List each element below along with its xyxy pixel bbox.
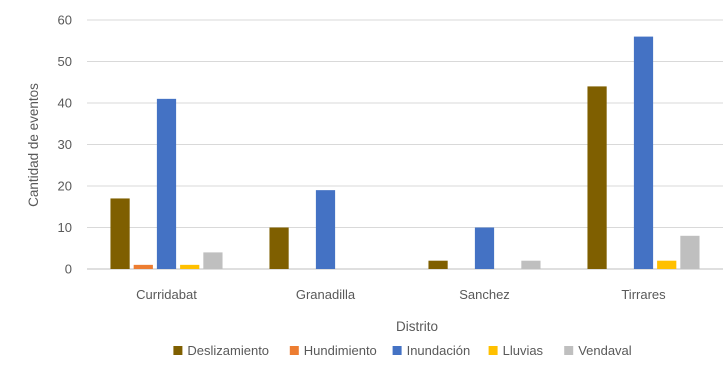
bar-inundación-tirrares — [633, 36, 654, 269]
legend-item: Vendaval — [564, 343, 632, 358]
legend-item: Deslizamiento — [173, 343, 269, 358]
legend-swatch — [392, 346, 402, 355]
legend-item: Inundación — [392, 343, 471, 358]
bar-vendaval-curridabat — [203, 252, 223, 269]
legend-item: Lluvias — [488, 343, 544, 358]
legend-swatch — [289, 346, 299, 355]
legend-label: Inundación — [407, 343, 471, 358]
bar-inundación-curridabat — [156, 98, 177, 269]
y-axis-title: Cantidad de eventos — [26, 83, 41, 207]
legend-swatch — [173, 346, 183, 355]
y-tick-label: 30 — [58, 137, 72, 152]
x-tick-label: Granadilla — [296, 287, 356, 302]
y-tick-label: 60 — [58, 13, 72, 28]
gridlines — [87, 19, 723, 228]
bar-vendaval-tirrares — [680, 235, 700, 269]
legend-label: Hundimiento — [304, 343, 377, 358]
legend-swatch — [488, 346, 498, 355]
bar-lluvias-curridabat — [180, 264, 200, 269]
y-tick-label: 20 — [58, 179, 72, 194]
x-axis-title: Distrito — [396, 319, 438, 334]
bar-deslizamiento-granadilla — [269, 227, 289, 269]
legend-item: Hundimiento — [289, 343, 377, 358]
legend-label: Deslizamiento — [187, 343, 269, 358]
bar-deslizamiento-tirrares — [587, 86, 607, 270]
x-tick-label: Sanchez — [459, 287, 510, 302]
bar-lluvias-tirrares — [657, 260, 677, 269]
y-tick-label: 0 — [65, 262, 72, 277]
bar-vendaval-sanchez — [521, 260, 541, 269]
legend: Deslizamiento Hundimiento Inundación Lluvia… — [173, 343, 632, 358]
bars — [110, 36, 700, 270]
legend-label: Lluvias — [503, 343, 544, 358]
legend-label: Vendaval — [578, 343, 632, 358]
legend-swatch — [564, 346, 574, 355]
y-tick-label: 50 — [58, 54, 72, 69]
bar-hundimiento-curridabat — [133, 264, 153, 269]
y-tick-label: 40 — [58, 96, 72, 111]
x-tick-label: Curridabat — [136, 287, 197, 302]
bar-inundación-granadilla — [315, 190, 336, 269]
y-tick-label: 10 — [58, 220, 72, 235]
bar-deslizamiento-curridabat — [110, 198, 130, 269]
bar-deslizamiento-sanchez — [428, 260, 448, 269]
x-tick-label: Tirrares — [621, 287, 666, 302]
bar-inundación-sanchez — [474, 227, 495, 269]
